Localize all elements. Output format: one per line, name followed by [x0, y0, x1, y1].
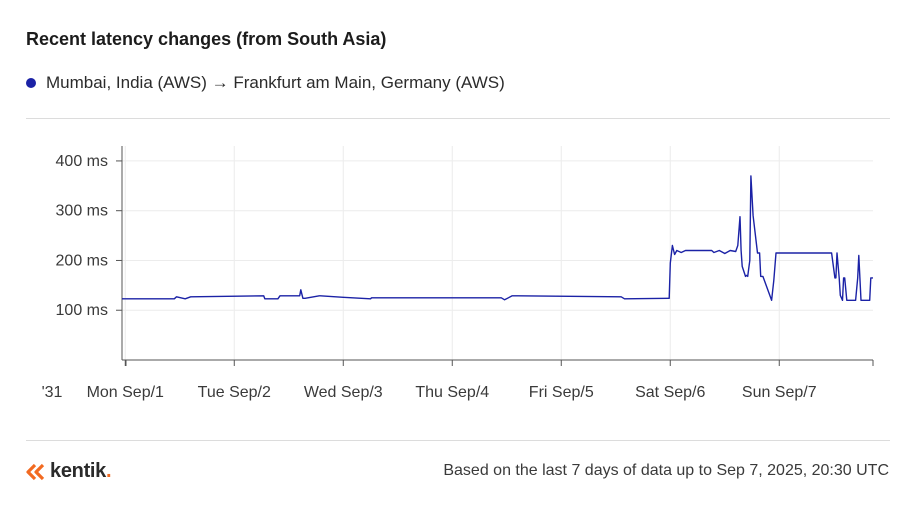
data-range-note: Based on the last 7 days of data up to S…	[443, 462, 889, 479]
x-tick-label: Tue Sep/2	[198, 384, 271, 401]
top-divider	[26, 118, 890, 119]
kentik-chevron-icon	[26, 463, 45, 480]
series-line	[122, 175, 873, 301]
x-tick-label: Thu Sep/4	[415, 384, 489, 401]
x-tick-label: Fri Sep/5	[529, 384, 594, 401]
y-tick-label: 300 ms	[56, 203, 108, 220]
series-layer	[122, 175, 873, 301]
x-tick-label: Sat Sep/6	[635, 384, 705, 401]
y-tick-label: 400 ms	[56, 153, 108, 170]
brand-name: kentik	[50, 460, 107, 482]
grid-lines	[122, 146, 873, 360]
y-axis-ticks: 100 ms 200 ms 300 ms 400 ms	[56, 153, 122, 319]
y-tick-label: 200 ms	[56, 252, 108, 269]
bottom-divider	[26, 440, 890, 441]
x-tick-label: Sun Sep/7	[742, 384, 817, 401]
y-tick-label: 100 ms	[56, 302, 108, 319]
x-axis-ticks: '31 Mon Sep/1 Tue Sep/2 Wed Sep/3 Thu Sep/4 F…	[42, 360, 817, 401]
legend-series-dot	[26, 78, 36, 88]
latency-chart[interactable]: 100 ms 200 ms 300 ms 400 ms '31 Mon Sep/1 Tue…	[0, 0, 915, 440]
legend[interactable]: Mumbai, India (AWS) → Frankfurt am Main,…	[26, 73, 505, 93]
axes	[121, 146, 874, 366]
chart-title: Recent latency changes (from South Asia)	[26, 29, 387, 49]
x-tick-label: '31	[42, 384, 63, 401]
brand-dot: .	[106, 460, 112, 482]
x-tick-label: Mon Sep/1	[87, 384, 164, 401]
kentik-logo[interactable]: kentik.	[26, 460, 112, 483]
x-tick-label: Wed Sep/3	[304, 384, 383, 401]
legend-series-label: Mumbai, India (AWS) → Frankfurt am Main,…	[46, 73, 505, 92]
